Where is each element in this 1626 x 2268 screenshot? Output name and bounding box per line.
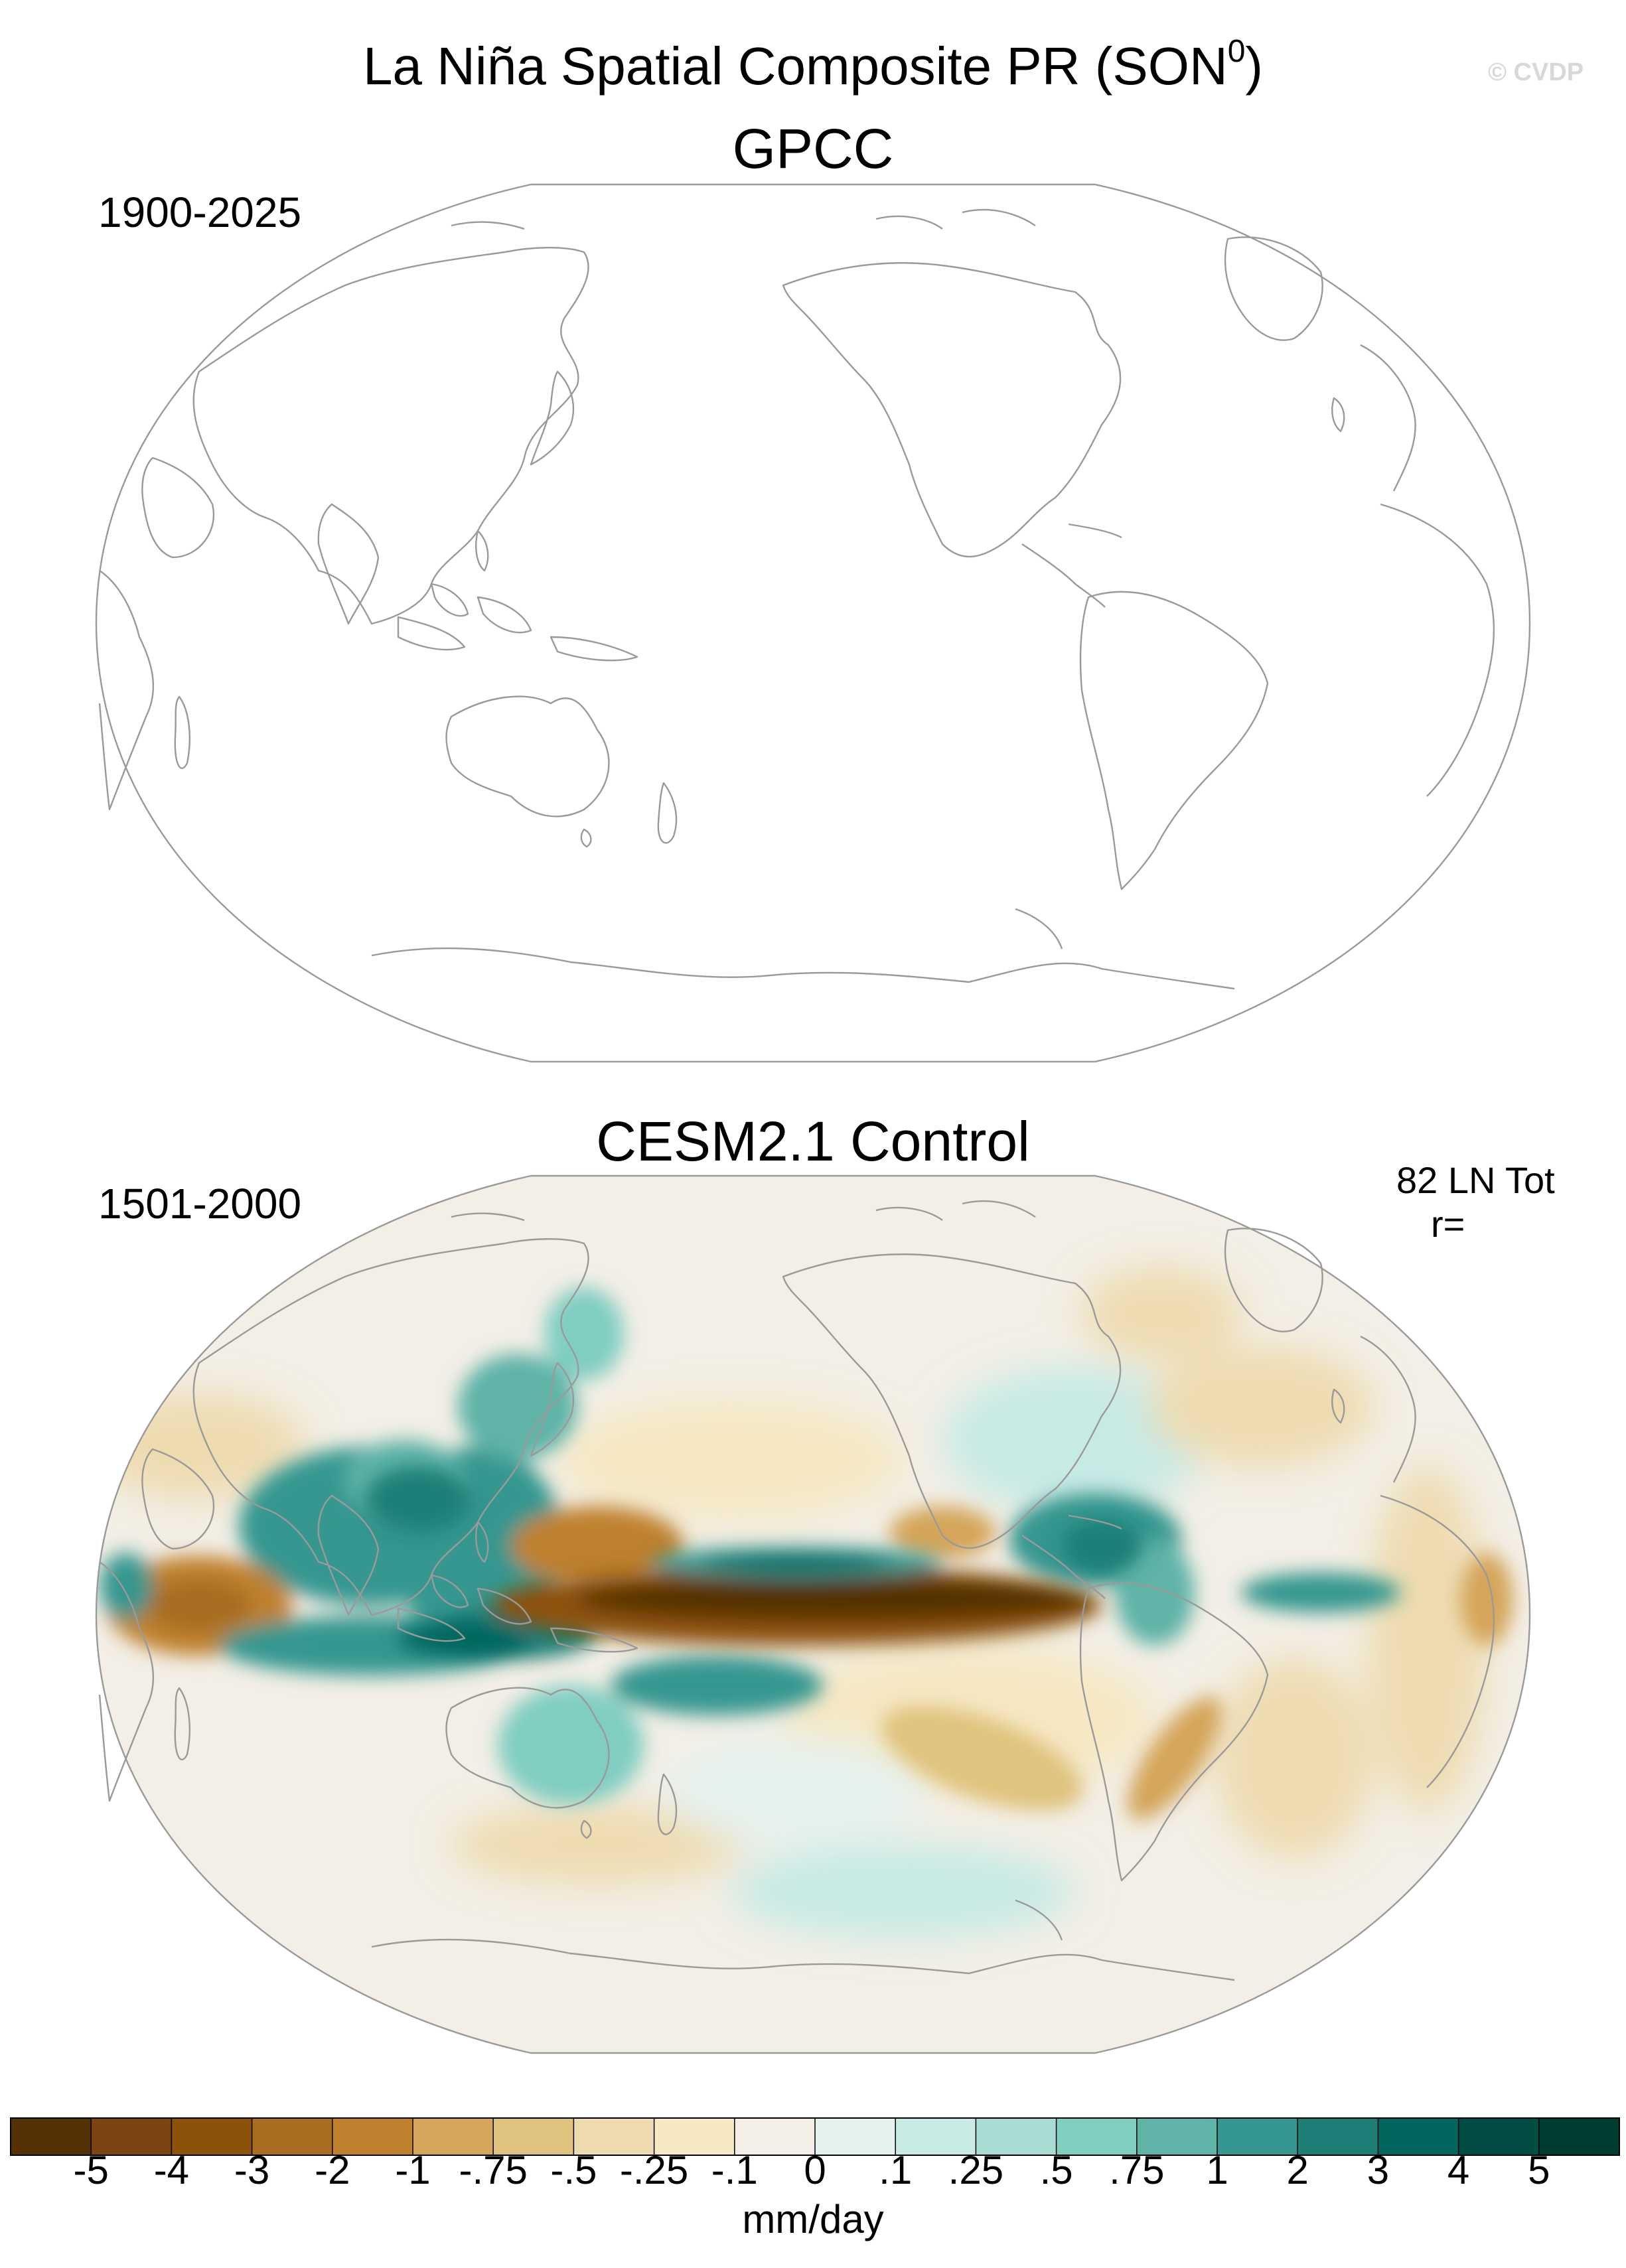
figure-title: La Niña Spatial Composite PR (SON0) <box>362 34 1264 96</box>
colorbar-swatch <box>1217 2118 1298 2155</box>
colorbar-swatch <box>252 2118 333 2155</box>
colorbar-swatch <box>976 2118 1057 2155</box>
colorbar-swatch <box>815 2118 896 2155</box>
colorbar-tick-label: .5 <box>1039 2148 1073 2192</box>
colorbar-tick-label: -.5 <box>550 2148 597 2192</box>
colorbar-tick-label: 0 <box>804 2148 826 2192</box>
panel-period-gpcc: 1900-2025 <box>98 188 302 236</box>
panel-period-cesm: 1501-2000 <box>98 1180 302 1228</box>
colorbar-swatch <box>1297 2118 1378 2155</box>
colorbar-swatch <box>332 2118 413 2155</box>
colorbar-tick-label: 2 <box>1286 2148 1309 2192</box>
colorbar-tick-label: 3 <box>1367 2148 1390 2192</box>
colorbar-tick-label: 4 <box>1447 2148 1470 2192</box>
colorbar-swatch <box>1136 2118 1218 2155</box>
colorbar-tick-label: -5 <box>73 2148 109 2192</box>
precip-anomaly-field <box>96 1267 1513 1938</box>
colorbar-swatch <box>171 2118 253 2155</box>
colorbar <box>10 2117 1620 2156</box>
colorbar-tick-label: .25 <box>948 2148 1004 2192</box>
pattern-correlation: r= <box>1431 1203 1465 1245</box>
panel-title-cesm: CESM2.1 Control <box>596 1110 1030 1172</box>
watermark: © CVDP <box>1488 58 1584 86</box>
colorbar-tick-label: -.1 <box>711 2148 758 2192</box>
colorbar-tick-label: 1 <box>1206 2148 1228 2192</box>
colorbar-tick-label: -4 <box>153 2148 190 2192</box>
panel-title-gpcc: GPCC <box>732 117 894 180</box>
colorbar-tick-label: .1 <box>879 2148 913 2192</box>
colorbar-tick-label: -.25 <box>619 2148 689 2192</box>
colorbar-swatch <box>573 2118 655 2155</box>
colorbar-swatch <box>734 2118 816 2155</box>
map-cesm <box>95 1174 1531 2054</box>
colorbar-units: mm/day <box>742 2197 884 2241</box>
colorbar-tick-label: -.75 <box>459 2148 528 2192</box>
colorbar-swatch <box>895 2118 976 2155</box>
colorbar-tick-label: -2 <box>315 2148 350 2192</box>
map-gpcc <box>95 183 1531 1063</box>
colorbar-swatch <box>1056 2118 1138 2155</box>
colorbar-tick-label: -1 <box>395 2148 431 2192</box>
colorbar-tick-label: .75 <box>1109 2148 1165 2192</box>
colorbar-tick-label: 5 <box>1528 2148 1550 2192</box>
colorbar-swatch <box>413 2118 494 2155</box>
event-count: 82 LN Tot <box>1396 1159 1555 1201</box>
colorbar-swatch <box>493 2118 574 2155</box>
colorbar-swatch <box>1538 2118 1620 2155</box>
colorbar-swatch <box>11 2118 92 2155</box>
colorbar-swatch <box>91 2118 172 2155</box>
colorbar-swatch <box>654 2118 735 2155</box>
colorbar-swatch <box>1378 2118 1459 2155</box>
colorbar-tick-label: -3 <box>234 2148 270 2192</box>
colorbar-swatch <box>1458 2118 1540 2155</box>
